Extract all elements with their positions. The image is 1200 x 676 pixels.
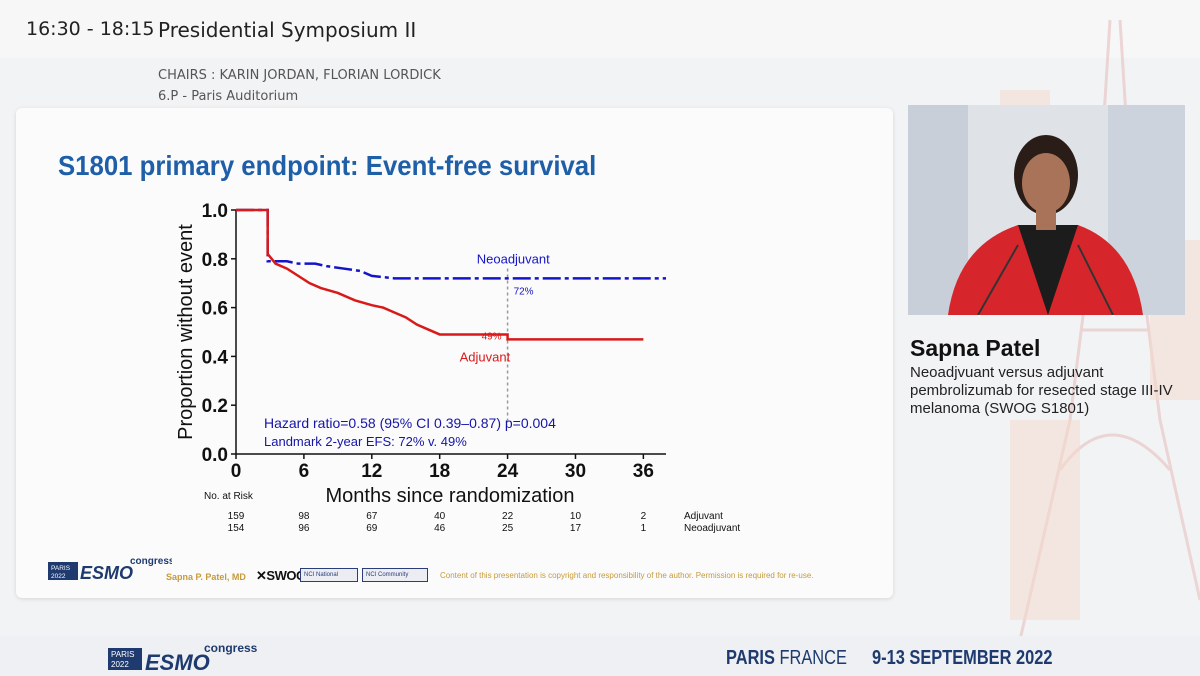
esmo-congress-logo: PARIS 2022 ESMO congress xyxy=(48,556,172,580)
y-tick-label: 0.2 xyxy=(202,396,228,417)
y-tick-label: 1.0 xyxy=(202,201,228,222)
footer-logo-city: PARIS xyxy=(111,650,134,659)
y-tick-label: 0.8 xyxy=(202,250,228,271)
swog-text: SWOG xyxy=(266,568,306,583)
risk-count: 10 xyxy=(569,511,582,522)
series-line-neoadjuvant xyxy=(236,208,666,280)
series-line-adjuvant xyxy=(236,208,644,341)
location-country: FRANCE xyxy=(779,647,847,669)
landmark-label-neoadjuvant: 72% xyxy=(514,286,534,297)
eiffel-tower-illustration xyxy=(1000,19,1200,640)
nci-ncorp-badge: NCI Community Oncology Research Program xyxy=(362,568,428,582)
y-tick-label: 0.4 xyxy=(202,347,229,368)
risk-count: 22 xyxy=(502,511,514,522)
logo-brand: ESMO xyxy=(80,563,133,580)
session-time: 16:30 - 18:15 xyxy=(26,18,155,40)
presentation-slide: S1801 primary endpoint: Event-free survi… xyxy=(16,108,893,598)
session-header: 16:30 - 18:15 Presidential Symposium II xyxy=(0,0,1200,58)
risk-count: 159 xyxy=(227,511,245,522)
footer-logo-brand: ESMO xyxy=(145,650,210,672)
risk-count: 98 xyxy=(298,511,310,522)
risk-count: 1 xyxy=(640,523,647,534)
risk-row-label: Adjuvant xyxy=(684,511,723,522)
x-tick-label: 24 xyxy=(497,461,519,482)
presenter-credit: Sapna P. Patel, MD xyxy=(166,572,246,582)
congress-dates: 9-13 SEPTEMBER 2022 xyxy=(872,647,1053,669)
slide-title: S1801 primary endpoint: Event-free survi… xyxy=(58,150,597,181)
footer-logo-suffix: congress xyxy=(204,642,258,655)
session-chairs: CHAIRS : KARIN JORDAN, FLORIAN LORDICK xyxy=(158,68,441,83)
landmark-label-adjuvant: 49% xyxy=(482,331,502,342)
x-tick-label: 30 xyxy=(565,461,586,482)
congress-location: PARIS FRANCE xyxy=(726,647,847,670)
risk-count: 40 xyxy=(434,511,446,522)
risk-count: 2 xyxy=(640,511,647,522)
speaker-name: Sapna Patel xyxy=(910,335,1041,361)
congress-footer xyxy=(0,636,1200,676)
x-tick-label: 0 xyxy=(231,461,242,482)
speaker-video xyxy=(908,105,1185,315)
session-title: Presidential Symposium II xyxy=(158,18,417,42)
series-label-adjuvant: Adjuvant xyxy=(460,349,511,364)
risk-row-label: Neoadjuvant xyxy=(684,523,741,534)
location-city: PARIS xyxy=(726,647,775,669)
x-tick-label: 18 xyxy=(429,461,450,482)
risk-count: 69 xyxy=(366,523,378,534)
x-tick-label: 12 xyxy=(361,461,382,482)
risk-count: 67 xyxy=(366,511,378,522)
risk-count: 46 xyxy=(434,523,446,534)
risk-count: 25 xyxy=(502,523,514,534)
risk-table-label: No. at Risk xyxy=(204,491,253,502)
logo-year: 2022 xyxy=(51,573,66,580)
risk-count: 96 xyxy=(298,523,310,534)
swog-logo: ✕SWOG xyxy=(256,568,306,583)
session-room: 6.P - Paris Auditorium xyxy=(158,89,299,104)
nci-ctn-badge: NCI National Clinical Trials Network xyxy=(300,568,358,582)
copyright-notice: Content of this presentation is copyrigh… xyxy=(440,571,814,580)
speaker-portrait xyxy=(908,105,1185,315)
risk-count: 17 xyxy=(569,523,582,534)
risk-count: 154 xyxy=(227,523,245,534)
esmo-congress-footer-logo: PARIS 2022 ESMO congress xyxy=(108,642,258,672)
x-tick-label: 6 xyxy=(299,461,310,482)
y-axis-label: Proportion without event xyxy=(175,224,197,440)
x-axis-label: Months since randomization xyxy=(325,485,574,507)
x-tick-label: 36 xyxy=(633,461,654,482)
talk-title: Neoadjvuant versus adjuvant pembrolizuma… xyxy=(910,364,1173,417)
series-label-neoadjuvant: Neoadjuvant xyxy=(477,252,550,267)
kaplan-meier-chart: 0.0 0.2 0.4 0.6 0.8 1.0 0 6 12 18 24 30 36 Months sin… xyxy=(175,201,666,507)
footer-logo-year: 2022 xyxy=(111,660,129,669)
logo-city: PARIS xyxy=(51,565,71,572)
y-tick-label: 0.6 xyxy=(202,299,228,320)
landmark-annotation: Landmark 2-year EFS: 72% v. 49% xyxy=(264,434,467,449)
logo-suffix: congress xyxy=(130,556,172,567)
y-tick-label: 0.0 xyxy=(202,445,228,466)
hazard-ratio-annotation: Hazard ratio=0.58 (95% CI 0.39–0.87) p=0… xyxy=(264,415,556,431)
